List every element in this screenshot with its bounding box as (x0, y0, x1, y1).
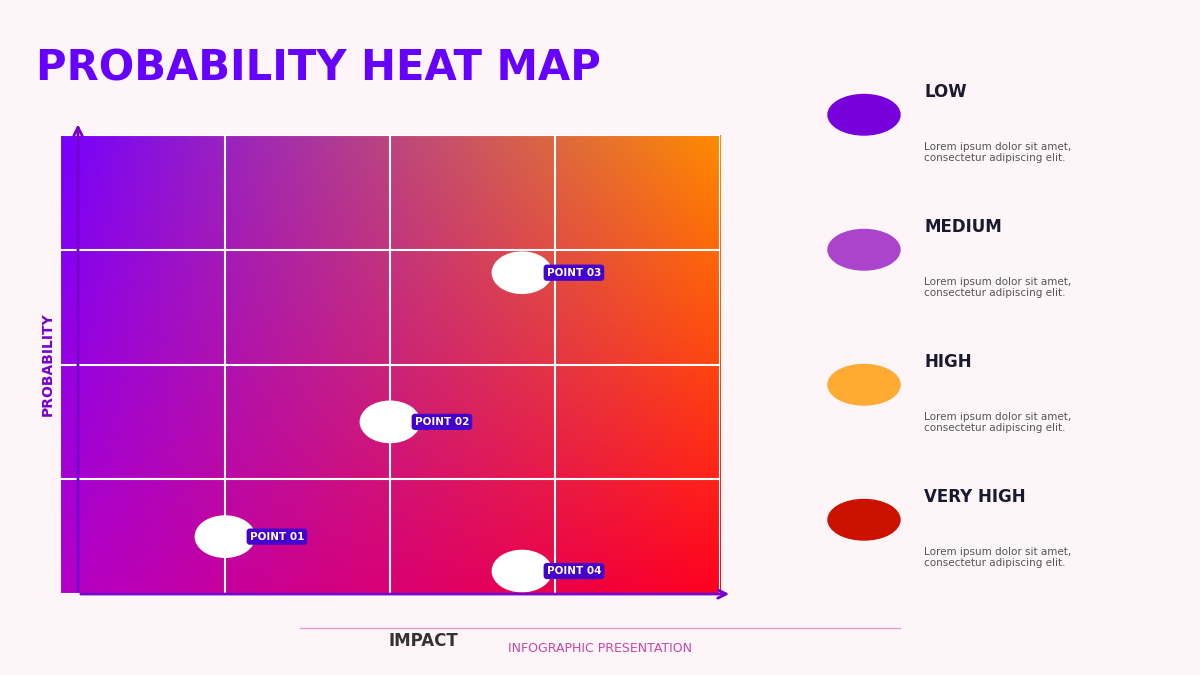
Text: INFOGRAPHIC PRESENTATION: INFOGRAPHIC PRESENTATION (508, 641, 692, 655)
Text: POINT 04: POINT 04 (547, 566, 601, 576)
Text: IMPACT: IMPACT (388, 632, 458, 650)
Circle shape (828, 500, 900, 540)
Text: Lorem ipsum dolor sit amet,
consectetur adipiscing elit.: Lorem ipsum dolor sit amet, consectetur … (924, 547, 1072, 568)
Circle shape (828, 95, 900, 135)
Circle shape (828, 364, 900, 405)
Circle shape (828, 230, 900, 270)
Text: POINT 02: POINT 02 (415, 417, 469, 427)
Text: MEDIUM: MEDIUM (924, 218, 1002, 236)
Circle shape (492, 252, 552, 294)
Text: POINT 03: POINT 03 (547, 268, 601, 277)
Circle shape (360, 401, 420, 443)
Text: HIGH: HIGH (924, 353, 972, 371)
Text: Lorem ipsum dolor sit amet,
consectetur adipiscing elit.: Lorem ipsum dolor sit amet, consectetur … (924, 277, 1072, 298)
Text: VERY HIGH: VERY HIGH (924, 488, 1026, 506)
Circle shape (492, 550, 552, 592)
Text: POINT 01: POINT 01 (250, 532, 304, 541)
Text: PROBABILITY HEAT MAP: PROBABILITY HEAT MAP (36, 47, 601, 89)
Circle shape (196, 516, 254, 558)
Text: Lorem ipsum dolor sit amet,
consectetur adipiscing elit.: Lorem ipsum dolor sit amet, consectetur … (924, 142, 1072, 163)
Text: Lorem ipsum dolor sit amet,
consectetur adipiscing elit.: Lorem ipsum dolor sit amet, consectetur … (924, 412, 1072, 433)
Text: LOW: LOW (924, 83, 967, 101)
Text: PROBABILITY: PROBABILITY (41, 313, 55, 416)
